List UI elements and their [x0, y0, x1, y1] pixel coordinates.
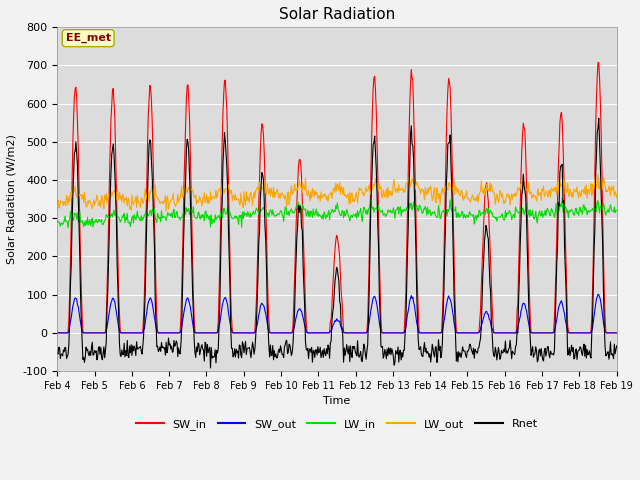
SW_in: [207, 330, 215, 336]
Rnet: [53, 349, 61, 355]
LW_in: [406, 206, 413, 212]
LW_out: [121, 196, 129, 202]
SW_in: [421, 330, 429, 336]
SW_in: [63, 330, 71, 336]
SW_out: [207, 330, 215, 336]
LW_in: [422, 206, 430, 212]
Rnet: [207, 365, 214, 371]
Rnet: [422, 345, 430, 351]
LW_in: [208, 221, 216, 227]
SW_in: [121, 330, 129, 336]
Rnet: [178, 324, 186, 330]
LW_out: [406, 177, 413, 183]
LW_in: [64, 225, 72, 230]
SW_out: [405, 304, 413, 310]
LW_out: [163, 208, 170, 214]
Rnet: [406, 166, 413, 171]
Rnet: [613, 343, 621, 349]
SW_in: [178, 288, 186, 294]
X-axis label: Time: Time: [323, 396, 351, 407]
SW_out: [594, 291, 602, 297]
Legend: SW_in, SW_out, LW_in, LW_out, Rnet: SW_in, SW_out, LW_in, LW_out, Rnet: [131, 415, 543, 434]
Rnet: [63, 353, 71, 359]
Line: SW_out: SW_out: [57, 294, 617, 333]
SW_out: [121, 330, 129, 336]
LW_out: [613, 195, 621, 201]
Line: LW_out: LW_out: [57, 174, 617, 211]
LW_in: [179, 213, 186, 219]
Title: Solar Radiation: Solar Radiation: [279, 7, 395, 22]
Line: SW_in: SW_in: [57, 62, 617, 333]
LW_in: [63, 219, 71, 225]
Y-axis label: Solar Radiation (W/m2): Solar Radiation (W/m2): [7, 134, 17, 264]
LW_out: [594, 171, 602, 177]
SW_out: [178, 324, 186, 330]
LW_out: [422, 191, 430, 196]
SW_out: [421, 330, 429, 336]
LW_out: [179, 194, 186, 200]
SW_out: [613, 330, 621, 336]
LW_in: [558, 195, 566, 201]
SW_out: [63, 330, 71, 336]
LW_in: [53, 218, 61, 224]
LW_in: [122, 215, 129, 220]
Line: Rnet: Rnet: [57, 118, 617, 368]
Text: EE_met: EE_met: [66, 33, 111, 43]
Rnet: [208, 355, 216, 361]
Rnet: [595, 115, 603, 121]
LW_in: [613, 208, 621, 214]
SW_in: [53, 330, 61, 336]
LW_out: [53, 199, 61, 205]
Line: LW_in: LW_in: [57, 198, 617, 228]
SW_in: [405, 136, 413, 142]
SW_out: [53, 330, 61, 336]
Rnet: [121, 354, 129, 360]
LW_out: [208, 195, 216, 201]
SW_in: [613, 330, 621, 336]
LW_out: [63, 197, 71, 203]
SW_in: [595, 60, 603, 65]
